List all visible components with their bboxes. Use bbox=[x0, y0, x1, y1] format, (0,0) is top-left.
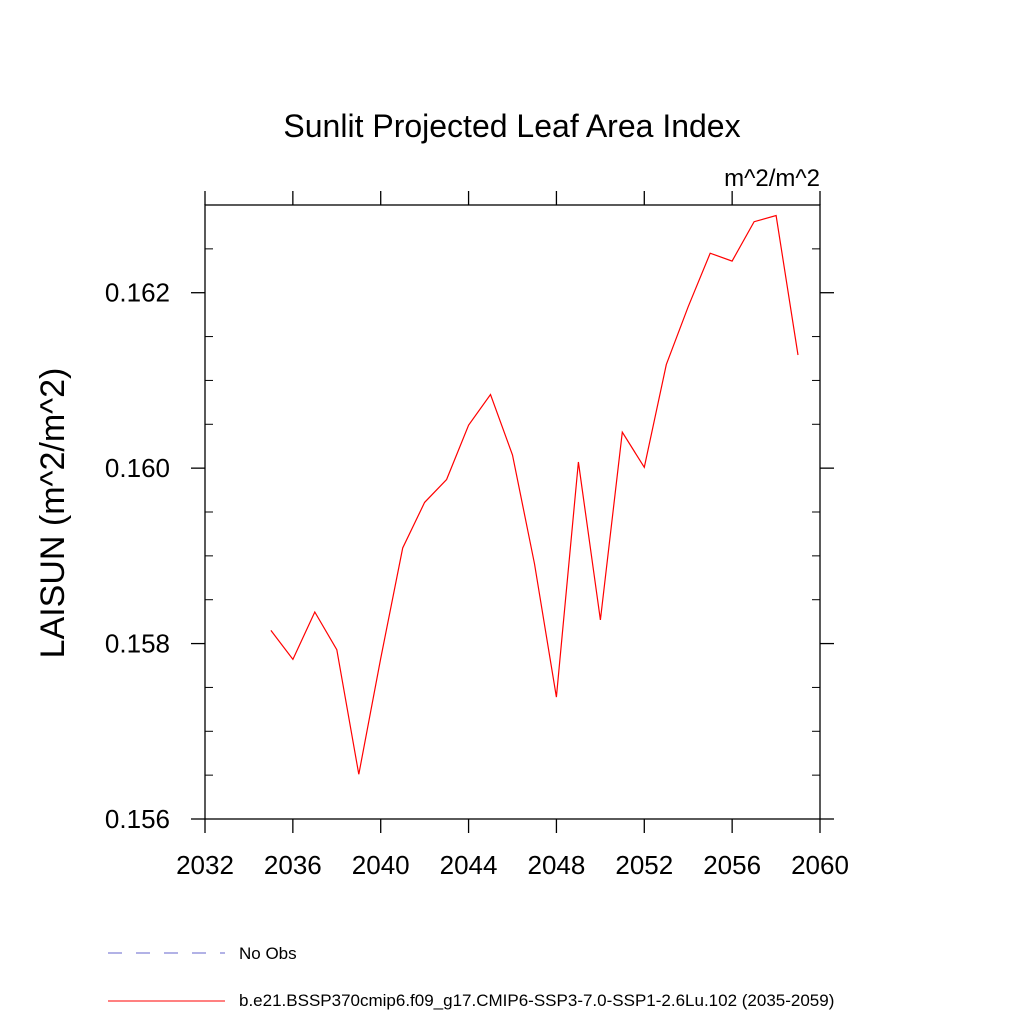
y-tick-label: 0.156 bbox=[105, 804, 170, 834]
units-label: m^2/m^2 bbox=[724, 165, 820, 192]
legend: No Obs b.e21.BSSP370cmip6.f09_g17.CMIP6-… bbox=[108, 944, 834, 1010]
plot-frame bbox=[204, 204, 821, 820]
legend-label-model-run: b.e21.BSSP370cmip6.f09_g17.CMIP6-SSP3-7.… bbox=[239, 991, 834, 1010]
y-tick-labels: 0.156 0.158 0.160 0.162 bbox=[105, 278, 170, 834]
y-axis-label: LAISUN (m^2/m^2) bbox=[34, 368, 72, 659]
series-line bbox=[270, 214, 799, 775]
series-group bbox=[270, 214, 799, 775]
axis-ticks bbox=[191, 191, 834, 833]
x-tick-label: 2056 bbox=[703, 850, 761, 880]
legend-label-no-obs: No Obs bbox=[239, 944, 297, 963]
x-tick-label: 2044 bbox=[440, 850, 498, 880]
y-tick-label: 0.158 bbox=[105, 629, 170, 659]
y-tick-label: 0.162 bbox=[105, 278, 170, 308]
x-tick-label: 2060 bbox=[791, 850, 849, 880]
chart-title: Sunlit Projected Leaf Area Index bbox=[283, 108, 740, 144]
x-tick-labels: 2032 2036 2040 2044 2048 2052 2056 2060 bbox=[176, 850, 849, 880]
x-tick-label: 2048 bbox=[528, 850, 586, 880]
x-tick-label: 2032 bbox=[176, 850, 234, 880]
x-tick-label: 2040 bbox=[352, 850, 410, 880]
x-tick-label: 2036 bbox=[264, 850, 322, 880]
x-tick-label: 2052 bbox=[615, 850, 673, 880]
y-tick-label: 0.160 bbox=[105, 453, 170, 483]
